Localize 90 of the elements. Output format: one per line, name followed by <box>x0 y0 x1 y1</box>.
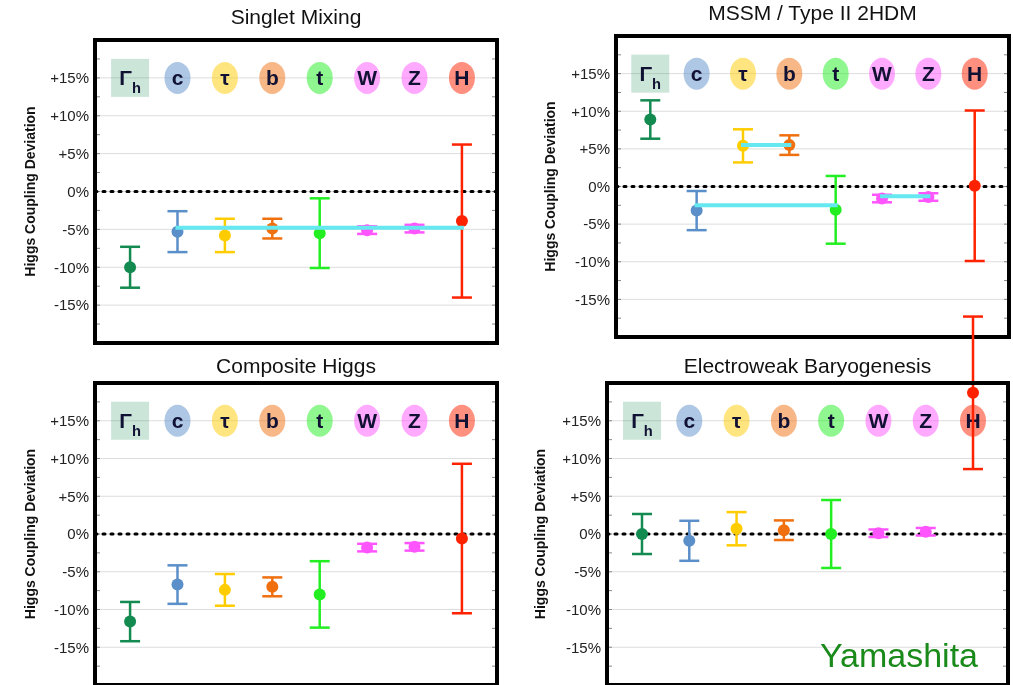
chart-title: Singlet Mixing <box>230 5 362 28</box>
point <box>455 532 468 545</box>
chart-title: Composite Higgs <box>216 354 376 377</box>
chart-title: MSSM / Type II 2HDM <box>708 1 917 24</box>
x-tick-label: Γ$_{h}$ <box>631 409 653 440</box>
point <box>124 615 137 628</box>
point <box>825 528 838 540</box>
y-tick-label: -5% <box>574 563 601 580</box>
y-axis-title: Higgs Coupling Deviation <box>21 448 38 620</box>
x-tick-label: t <box>832 61 840 85</box>
y-tick-label: -15% <box>565 638 601 656</box>
x-tick-label: W <box>872 61 893 85</box>
y-tick-label: -10% <box>53 258 89 276</box>
point <box>171 578 184 591</box>
y-tick-label: -10% <box>565 600 601 618</box>
y-tick-label: +5% <box>570 487 601 505</box>
x-tick-label: b <box>265 66 279 90</box>
y-tick-label: +10% <box>50 449 89 467</box>
y-tick-label: -10% <box>53 600 89 618</box>
y-tick-label: +15% <box>50 69 89 87</box>
y-tick-label: +10% <box>50 107 89 124</box>
chart-title: Electroweak Baryogenesis <box>683 354 932 377</box>
point <box>644 113 657 126</box>
y-tick-label: -15% <box>53 296 89 314</box>
point <box>218 583 231 596</box>
point <box>361 541 374 554</box>
x-tick-label: c <box>690 61 703 85</box>
y-axis-title: Higgs Coupling Deviation <box>531 448 548 620</box>
x-tick-label: t <box>827 409 835 433</box>
x-tick-label: Γ$_{h}$ <box>119 409 141 440</box>
x-tick-label: W <box>357 409 378 433</box>
point <box>313 588 326 601</box>
y-tick-label: -15% <box>53 638 89 656</box>
y-axis-title: Higgs Coupling Deviation <box>21 106 38 277</box>
x-tick-label: Z <box>919 409 933 433</box>
y-tick-label: -15% <box>574 290 610 308</box>
point <box>730 522 743 535</box>
x-tick-label: Z <box>408 66 422 90</box>
x-tick-label: τ <box>738 61 749 85</box>
x-tick-label: b <box>782 61 796 85</box>
x-tick-label: c <box>171 66 184 90</box>
point <box>872 527 885 540</box>
point <box>919 525 932 538</box>
y-tick-label: +10% <box>571 102 610 120</box>
x-tick-label: τ <box>220 409 231 433</box>
point <box>218 229 231 242</box>
y-tick-label: +10% <box>562 449 601 467</box>
point <box>124 261 137 274</box>
x-tick-label: Z <box>921 61 935 85</box>
point <box>683 534 696 547</box>
point <box>968 179 981 192</box>
y-tick-label: -5% <box>583 215 610 233</box>
x-tick-label: b <box>265 409 279 433</box>
y-tick-label: 0% <box>579 525 601 543</box>
x-tick-label: b <box>777 409 791 433</box>
x-tick-label: H <box>454 409 470 433</box>
x-tick-label: c <box>683 409 696 433</box>
y-tick-label: +15% <box>562 412 601 429</box>
y-tick-label: +15% <box>571 64 610 82</box>
annotation: Yamashita <box>819 636 979 674</box>
y-tick-label: 0% <box>588 177 610 195</box>
point <box>408 540 421 553</box>
x-tick-label: H <box>965 409 981 433</box>
y-tick-label: +5% <box>579 140 610 158</box>
x-tick-label: c <box>171 409 184 433</box>
x-tick-label: t <box>316 409 324 433</box>
x-tick-label: τ <box>731 409 742 433</box>
point <box>455 215 468 228</box>
x-tick-label: W <box>357 66 378 90</box>
point <box>777 524 790 537</box>
y-axis-title: Higgs Coupling Deviation <box>541 101 558 272</box>
x-tick-label: H <box>454 66 470 90</box>
x-tick-label: W <box>868 409 889 433</box>
x-tick-label: t <box>316 66 324 90</box>
y-tick-label: 0% <box>67 182 89 200</box>
point <box>635 528 648 540</box>
y-tick-label: +15% <box>50 412 89 429</box>
x-tick-label: H <box>967 61 983 85</box>
point <box>266 580 279 593</box>
y-tick-label: -5% <box>62 220 89 238</box>
x-tick-label: Γ$_{h}$ <box>639 61 662 92</box>
y-tick-label: -10% <box>574 253 610 270</box>
y-tick-label: +5% <box>58 487 89 505</box>
x-tick-label: Z <box>408 409 422 433</box>
y-tick-label: -5% <box>62 563 89 580</box>
y-tick-label: 0% <box>67 525 89 543</box>
x-tick-label: τ <box>220 66 231 90</box>
point <box>967 386 980 399</box>
y-tick-label: +5% <box>58 144 89 162</box>
x-tick-label: Γ$_{h}$ <box>119 66 141 97</box>
